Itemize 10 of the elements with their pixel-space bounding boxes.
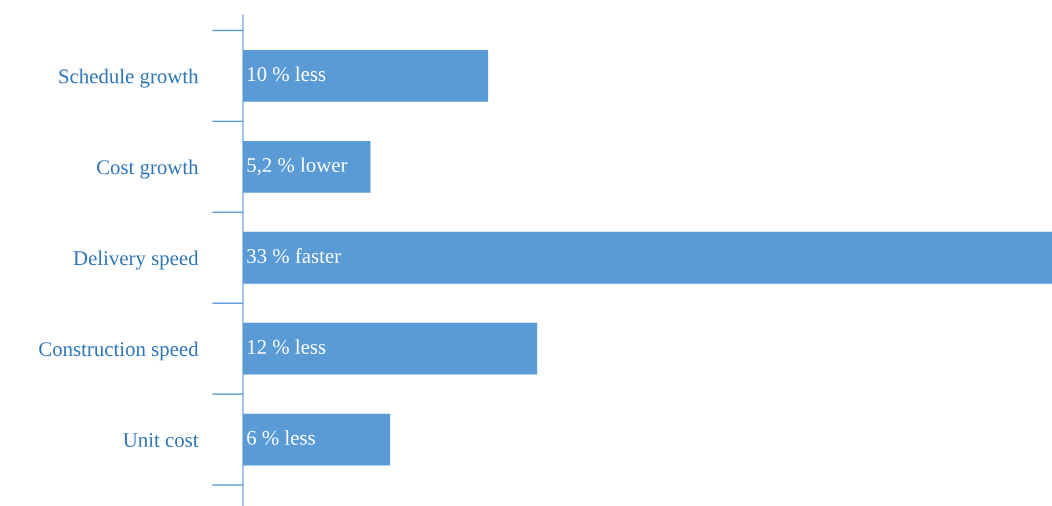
y-tick-label: Cost growth (96, 159, 199, 179)
data-label: 10 % less (248, 66, 326, 82)
y-tick-label: Unit cost (123, 433, 199, 448)
y-tick-label: Construction speed (39, 341, 199, 361)
y-tick-label: Delivery speed (73, 250, 199, 270)
data-label: 12 % less (248, 339, 326, 354)
data-label: 33 % faster (247, 248, 341, 264)
data-label: 6 % less (247, 430, 315, 445)
y-tick-label: Schedule growth (59, 68, 199, 88)
data-label: 5,2 % lower (247, 157, 348, 176)
